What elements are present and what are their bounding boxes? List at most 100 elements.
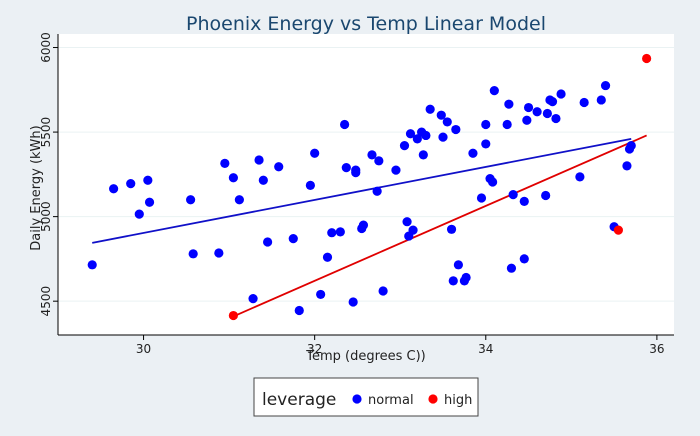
y-tick-label: 6000 bbox=[39, 32, 53, 63]
point-normal bbox=[402, 217, 412, 227]
point-normal bbox=[109, 184, 119, 194]
point-normal bbox=[551, 113, 561, 124]
point-normal bbox=[288, 234, 298, 244]
point-normal bbox=[367, 150, 377, 160]
point-normal bbox=[305, 180, 315, 190]
point-normal bbox=[274, 162, 284, 172]
fit-line-normal bbox=[92, 137, 632, 244]
point-normal bbox=[421, 130, 431, 141]
point-normal bbox=[316, 289, 326, 300]
point-normal bbox=[335, 227, 345, 237]
legend-title: leverage bbox=[262, 390, 336, 410]
legend-label-normal: normal bbox=[368, 393, 414, 408]
point-normal bbox=[126, 179, 136, 189]
point-normal bbox=[294, 305, 304, 316]
point-normal bbox=[451, 124, 461, 135]
x-axis-label: Temp (degrees C)) bbox=[305, 349, 426, 364]
point-normal bbox=[502, 119, 512, 130]
point-normal bbox=[351, 168, 361, 178]
y-axis-label: Daily Energy (kWh) bbox=[29, 125, 44, 250]
data-points bbox=[87, 53, 652, 321]
point-normal bbox=[523, 102, 534, 113]
y-tick-label: 4500 bbox=[39, 286, 53, 317]
point-normal bbox=[254, 155, 264, 165]
point-normal bbox=[481, 139, 491, 149]
point-normal bbox=[481, 119, 491, 130]
point-high bbox=[642, 53, 652, 64]
point-normal bbox=[448, 276, 458, 286]
point-normal bbox=[575, 172, 585, 182]
point-normal bbox=[522, 115, 532, 125]
point-normal bbox=[399, 141, 410, 151]
point-normal bbox=[489, 86, 499, 96]
point-normal bbox=[188, 249, 198, 259]
point-normal bbox=[348, 297, 358, 307]
point-normal bbox=[372, 186, 382, 196]
point-normal bbox=[626, 141, 636, 151]
legend-marker-high bbox=[428, 394, 438, 404]
point-normal bbox=[358, 220, 369, 230]
point-high bbox=[228, 310, 238, 321]
point-normal bbox=[425, 104, 435, 114]
gridlines bbox=[58, 47, 674, 302]
point-normal bbox=[263, 237, 273, 247]
point-normal bbox=[374, 156, 384, 166]
point-normal bbox=[476, 193, 487, 203]
point-normal bbox=[228, 173, 238, 183]
point-normal bbox=[453, 260, 463, 270]
axes bbox=[57, 34, 674, 336]
point-normal bbox=[579, 97, 589, 108]
point-normal bbox=[504, 99, 514, 109]
point-normal bbox=[408, 225, 418, 235]
point-normal bbox=[378, 286, 388, 296]
point-normal bbox=[340, 119, 350, 130]
point-normal bbox=[600, 80, 611, 91]
point-normal bbox=[220, 158, 230, 168]
point-normal bbox=[322, 252, 333, 262]
point-normal bbox=[341, 162, 351, 173]
legend-label-high: high bbox=[444, 393, 472, 408]
point-normal bbox=[532, 107, 542, 117]
point-normal bbox=[542, 108, 552, 119]
point-normal bbox=[442, 117, 452, 127]
point-normal bbox=[541, 190, 551, 201]
point-normal bbox=[258, 175, 268, 185]
y-tick-label: 5500 bbox=[39, 117, 53, 148]
y-tick-label: 5000 bbox=[39, 201, 53, 232]
point-normal bbox=[134, 209, 144, 219]
tick-labels: 4500 5000 5500 6000 30 32 34 36 bbox=[39, 32, 665, 356]
x-tick-label: 34 bbox=[478, 342, 493, 356]
point-normal bbox=[405, 129, 416, 139]
point-normal bbox=[436, 110, 446, 120]
point-normal bbox=[468, 148, 478, 158]
point-normal bbox=[506, 263, 517, 273]
fit-line-high bbox=[233, 134, 647, 318]
point-normal bbox=[547, 97, 558, 107]
point-normal bbox=[186, 195, 196, 205]
chart-title: Phoenix Energy vs Temp Linear Model bbox=[186, 13, 546, 35]
point-normal bbox=[556, 89, 566, 99]
point-normal bbox=[214, 248, 224, 258]
point-normal bbox=[622, 161, 632, 171]
point-normal bbox=[143, 175, 153, 185]
point-normal bbox=[248, 294, 258, 304]
fit-lines bbox=[92, 134, 647, 318]
x-tick-label: 36 bbox=[649, 342, 664, 356]
point-normal bbox=[234, 195, 244, 205]
legend-box bbox=[253, 377, 479, 417]
point-normal bbox=[446, 224, 457, 234]
point-high bbox=[613, 225, 623, 235]
x-tick-label: 32 bbox=[307, 342, 322, 356]
point-normal bbox=[310, 148, 320, 158]
point-normal bbox=[519, 196, 529, 207]
point-normal bbox=[87, 260, 97, 270]
point-normal bbox=[596, 95, 606, 105]
point-normal bbox=[391, 165, 401, 175]
point-normal bbox=[418, 150, 428, 160]
plot-area bbox=[58, 34, 674, 335]
legend-marker-normal bbox=[352, 394, 362, 404]
x-tick-label: 30 bbox=[136, 342, 151, 356]
point-normal bbox=[488, 177, 498, 187]
